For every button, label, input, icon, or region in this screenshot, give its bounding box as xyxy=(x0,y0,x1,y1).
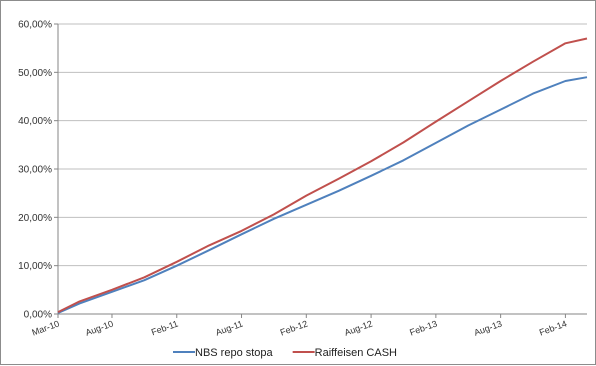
y-tick-label: 10,00% xyxy=(18,261,52,272)
x-tick-label: Feb-13 xyxy=(408,318,438,337)
x-tick-label: Aug-13 xyxy=(473,318,504,337)
x-tick-label: Feb-11 xyxy=(150,318,180,337)
x-tick-label: Mar-10 xyxy=(30,318,60,337)
y-tick-label: 30,00% xyxy=(18,165,52,176)
legend-label-0: NBS repo stopa xyxy=(195,347,274,359)
x-axis-ticks: Mar-10 Aug-10 Feb-11 Aug-11 Feb-12 Aug-12 Feb-… xyxy=(30,314,568,338)
x-tick-label: Feb-14 xyxy=(538,318,568,337)
legend-label-1: Raiffeisen CASH xyxy=(315,347,397,359)
x-tick-label: Aug-11 xyxy=(214,318,244,337)
y-tick-label: 20,00% xyxy=(18,213,52,224)
series-line-raiffeisen-cash xyxy=(57,37,588,313)
y-tick-label: 60,00% xyxy=(18,20,52,31)
y-tick-label: 40,00% xyxy=(18,116,52,127)
y-tick-label: 50,00% xyxy=(18,68,52,79)
x-tick-label: Feb-12 xyxy=(279,318,309,337)
y-tick-label: 0,00% xyxy=(24,310,52,321)
series-line-nbs-repo-stopa xyxy=(57,76,588,314)
gridlines xyxy=(58,23,587,267)
series-lines xyxy=(57,37,588,314)
x-tick-label: Aug-12 xyxy=(343,318,374,337)
legend: NBS repo stopa Raiffeisen CASH xyxy=(173,347,397,359)
x-tick-label: Aug-10 xyxy=(84,318,115,337)
y-axis-ticks: 0,00% 10,00% 20,00% 30,00% 40,00% 50,00% 60,00… xyxy=(18,20,58,321)
